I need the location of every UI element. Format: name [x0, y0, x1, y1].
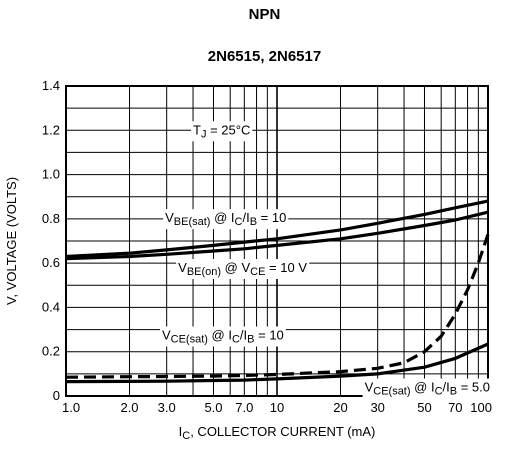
series-label-vbe_on: VBE(on) @ VCE = 10 V — [178, 260, 307, 278]
y-axis-title: V, VOLTAGE (VOLTS) — [4, 177, 19, 305]
x-axis-title: IC, COLLECTOR CURRENT (mA) — [179, 424, 376, 442]
series-label-vce_sat_10-bg — [159, 326, 286, 347]
annotation-tj: TJ = 25°C — [193, 122, 250, 140]
chart-title: NPN — [248, 6, 281, 23]
series-labels: VBE(sat) @ IC/IB = 10 VBE(on) @ VCE = 10 … — [159, 121, 492, 399]
series-line-vce_sat_10 — [65, 233, 490, 379]
y-tick-label: 0.6 — [42, 255, 60, 270]
axis-titles: IC, COLLECTOR CURRENT (mA) V, VOLTAGE (VO… — [4, 177, 375, 442]
chart-subtitle: 2N6515, 2N6517 — [207, 48, 322, 65]
axis-ticks: 1.0 2.0 3.0 5.0 7.0 10 20 30 50 70 100 0 0.2 0.4 0.6 0.… — [42, 78, 492, 415]
x-tick-label: 50 — [417, 400, 431, 415]
x-tick-label: 3.0 — [158, 400, 176, 415]
x-tick-label: 20 — [333, 400, 347, 415]
x-tick-label: 70 — [448, 400, 462, 415]
series-label-vbe_sat: VBE(sat) @ IC/IB = 10 — [165, 210, 286, 228]
x-tick-label: 1.0 — [62, 400, 80, 415]
x-tick-label: 2.0 — [120, 400, 138, 415]
y-tick-label: 1.2 — [42, 122, 60, 137]
y-tick-label: 1.0 — [42, 167, 60, 182]
series-label-vce_sat_10: VCE(sat) @ IC/IB = 10 — [162, 328, 284, 346]
series-line-vce_sat_5 — [65, 342, 489, 384]
series-label-vbe_sat-bg — [163, 209, 289, 230]
plot-frame — [65, 85, 489, 397]
series-label-vce_sat_5: VCE(sat) @ IC/IB = 5.0 — [365, 380, 490, 398]
x-tick-label: 100 — [470, 400, 492, 415]
y-tick-label: 0.8 — [42, 211, 60, 226]
y-tick-label: 1.4 — [42, 78, 60, 93]
series-label-vbe_on-bg — [176, 259, 310, 279]
y-tick-label: 0.4 — [42, 299, 60, 314]
y-tick-label: 0 — [53, 388, 60, 403]
y-tick-label: 0.2 — [42, 344, 60, 359]
x-tick-label: 10 — [270, 400, 284, 415]
series-label-vce_sat_5-bg — [362, 378, 492, 399]
series-line-vbe_sat — [65, 199, 489, 259]
annotation-tj-bg — [191, 121, 253, 142]
x-tick-label: 30 — [370, 400, 384, 415]
x-tick-label: 7.0 — [235, 400, 253, 415]
x-tick-label: 5.0 — [204, 400, 222, 415]
series-group — [65, 199, 490, 384]
series-line-vbe_on — [65, 210, 489, 261]
